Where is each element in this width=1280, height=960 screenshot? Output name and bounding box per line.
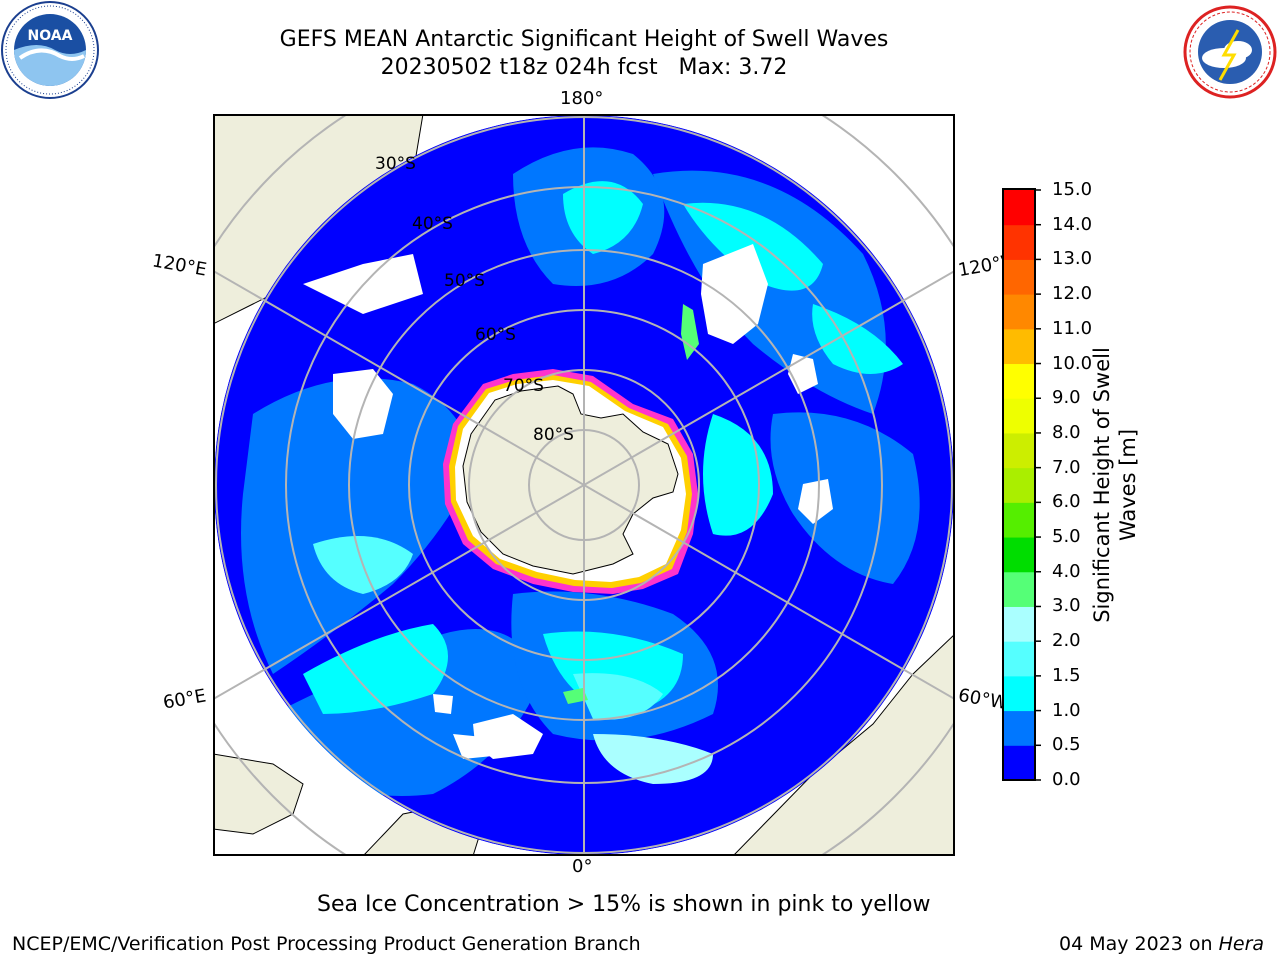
lat-labels: 30°S 40°S 50°S 60°S 70°S 80°S (375, 154, 574, 445)
colorbar-tick-label: 2.0 (1052, 630, 1081, 652)
colorbar-bin (1003, 745, 1035, 781)
footer-date-text: 04 May 2023 on (1059, 933, 1219, 955)
graticule (214, 115, 954, 855)
colorbar-bin (1003, 328, 1035, 365)
footer-machine: Hera (1218, 933, 1265, 955)
lat-label-80s: 80°S (533, 425, 574, 445)
colorbar-tick-label: 10.0 (1052, 352, 1093, 374)
colorbar-label-line1: Significant Height of Swell (1090, 347, 1114, 623)
colorbar-bin (1003, 502, 1035, 538)
colorbar-bin (1003, 363, 1035, 399)
national-weather-service-logo-icon (1183, 5, 1277, 99)
colorbar-bin (1003, 224, 1035, 260)
lon-label-60e: 60°E (161, 685, 208, 714)
colorbar-bin (1003, 641, 1035, 677)
colorbar-tick-label: 15.0 (1052, 179, 1093, 200)
colorbar-tick-label: 8.0 (1052, 421, 1081, 443)
colorbar-bin (1003, 675, 1035, 712)
footer-credit: NCEP/EMC/Verification Post Processing Pr… (12, 933, 641, 955)
colorbar-tick-label: 6.0 (1052, 491, 1081, 513)
colorbar-tick-label: 14.0 (1052, 213, 1093, 235)
colorbar-tick-label: 12.0 (1052, 283, 1093, 305)
colorbar (1002, 188, 1041, 781)
colorbar-label-line2: Waves [m] (1116, 428, 1140, 542)
chart-title: GEFS MEAN Antarctic Significant Height o… (279, 27, 889, 52)
colorbar-bin (1003, 537, 1035, 573)
noaa-logo-text: NOAA (28, 28, 73, 44)
colorbar-bin (1003, 606, 1035, 642)
colorbar-tick-label: 0.5 (1052, 734, 1081, 756)
colorbar-bin (1003, 467, 1035, 503)
colorbar-tick-label: 1.5 (1052, 664, 1081, 686)
lon-label-0: 0° (572, 856, 593, 877)
colorbar-bin (1003, 571, 1035, 607)
lon-label-120e: 120°E (150, 250, 209, 281)
sea-ice-note: Sea Ice Concentration > 15% is shown in … (317, 892, 931, 917)
colorbar-tick-label: 9.0 (1052, 387, 1081, 409)
colorbar-tick-label: 7.0 (1052, 456, 1081, 478)
lat-label-50s: 50°S (444, 271, 485, 291)
colorbar-bin (1003, 710, 1035, 746)
colorbar-tick-label: 5.0 (1052, 526, 1081, 548)
lat-label-30s: 30°S (375, 154, 416, 174)
footer-date: 04 May 2023 on Hera (1059, 933, 1264, 955)
colorbar-bin (1003, 259, 1035, 295)
colorbar-tick-label: 3.0 (1052, 595, 1081, 617)
colorbar-bin (1003, 398, 1035, 434)
map-frame (213, 114, 955, 856)
lat-label-70s: 70°S (503, 376, 544, 396)
colorbar-tick-label: 4.0 (1052, 560, 1081, 582)
polar-map: 30°S 40°S 50°S 60°S 70°S 80°S (213, 114, 955, 856)
lon-label-180: 180° (560, 88, 604, 109)
lat-label-40s: 40°S (412, 214, 453, 234)
colorbar-bin (1003, 190, 1035, 226)
colorbar-tick-label: 11.0 (1052, 317, 1093, 339)
land-antarctica (462, 385, 679, 575)
colorbar-tick-label: 1.0 (1052, 699, 1081, 721)
colorbar-bin (1003, 432, 1035, 469)
colorbar-tick-label: 0.0 (1052, 769, 1081, 790)
chart-subtitle: 20230502 t18z 024h fcst Max: 3.72 (380, 55, 788, 80)
lat-label-60s: 60°S (475, 325, 516, 345)
colorbar-tick-label: 13.0 (1052, 248, 1093, 270)
colorbar-bin (1003, 294, 1035, 330)
noaa-logo-icon: NOAA (1, 1, 99, 99)
